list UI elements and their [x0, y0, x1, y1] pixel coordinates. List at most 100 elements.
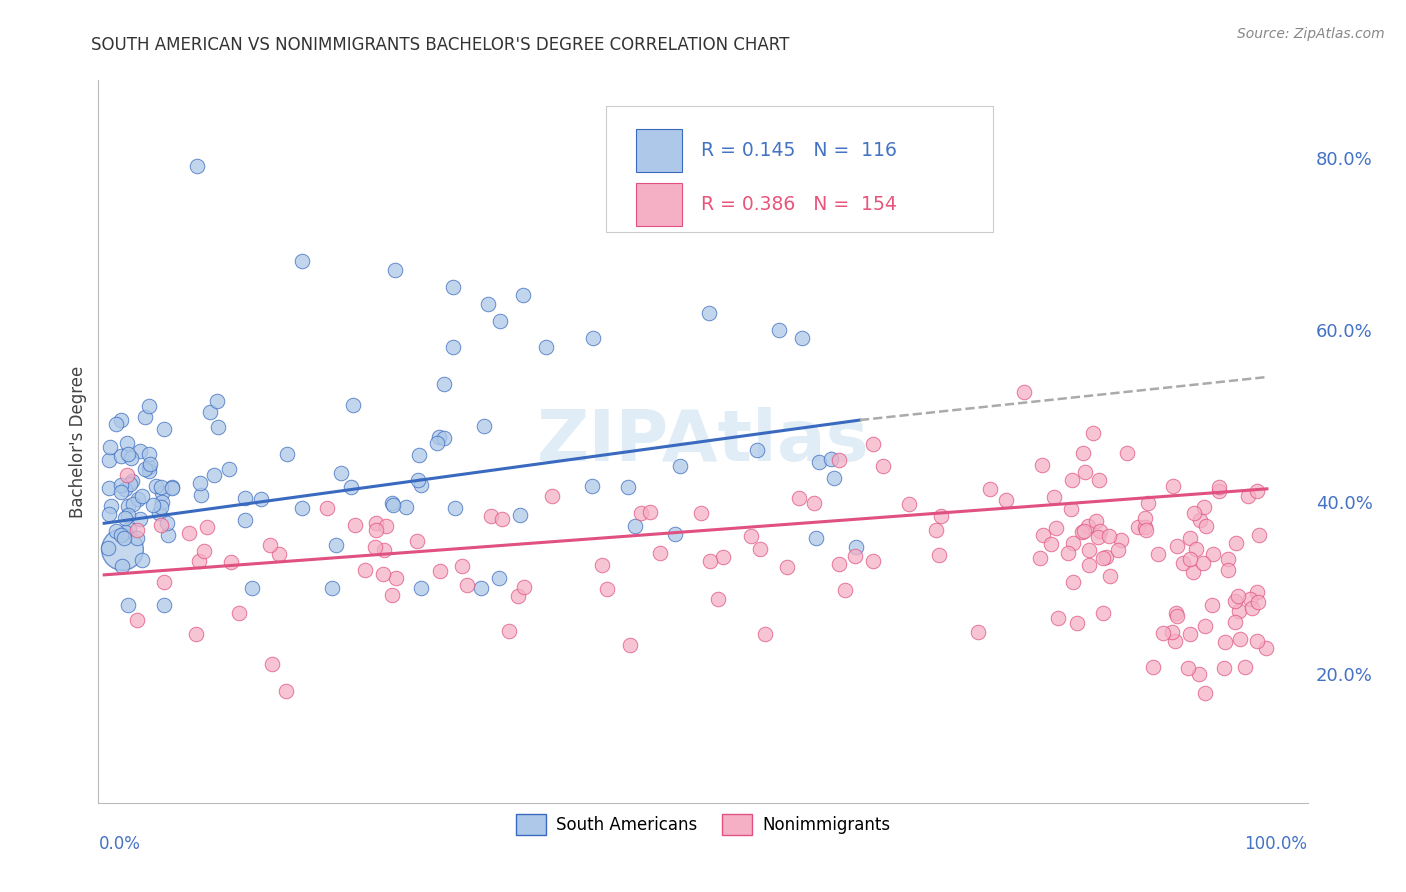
Point [100, 499, 122, 513]
Point [1042, 490, 1064, 504]
Point [1234, 660, 1257, 674]
Point [509, 508, 531, 522]
Point [1071, 524, 1094, 539]
Point [259, 538, 281, 552]
Point [150, 495, 173, 509]
Point [134, 410, 156, 425]
Point [1060, 502, 1083, 516]
Point [117, 508, 139, 522]
Point [156, 516, 179, 530]
Point [1107, 543, 1129, 558]
Point [267, 547, 290, 561]
Point [897, 497, 920, 511]
Point [925, 523, 948, 537]
Point [706, 591, 728, 606]
Point [1077, 558, 1099, 572]
Point [406, 534, 429, 549]
Point [118, 522, 141, 536]
Point [1161, 625, 1184, 640]
Point [1166, 539, 1188, 553]
Point [1178, 551, 1201, 566]
Point [1135, 523, 1157, 537]
Point [711, 549, 734, 564]
Point [111, 542, 134, 557]
Point [1173, 556, 1195, 570]
Point [291, 253, 314, 268]
Point [472, 418, 495, 433]
Point [787, 491, 810, 505]
Point [1164, 633, 1187, 648]
Point [1062, 473, 1084, 487]
Point [1071, 445, 1094, 459]
Point [828, 452, 851, 467]
Point [1181, 565, 1204, 579]
Point [1225, 615, 1247, 629]
Point [534, 340, 557, 354]
Point [219, 555, 242, 569]
Point [979, 482, 1001, 496]
Point [1239, 591, 1261, 606]
Point [1202, 547, 1225, 561]
Point [540, 489, 562, 503]
Point [697, 305, 720, 319]
Point [384, 571, 406, 585]
Point [149, 500, 172, 514]
Point [291, 501, 314, 516]
Point [1031, 458, 1053, 472]
Text: R = 0.386   N =  154: R = 0.386 N = 154 [700, 195, 897, 214]
Point [120, 451, 142, 466]
Point [342, 398, 364, 412]
Point [1081, 425, 1104, 440]
Point [127, 613, 149, 627]
Point [131, 552, 153, 566]
Point [928, 549, 950, 563]
Point [513, 580, 536, 594]
Point [198, 405, 221, 419]
Point [188, 476, 211, 491]
Point [1062, 575, 1084, 590]
Point [98, 508, 121, 522]
Point [450, 559, 472, 574]
Point [754, 626, 776, 640]
Point [1032, 528, 1054, 542]
Point [110, 477, 132, 491]
Point [862, 436, 884, 450]
Point [125, 523, 148, 537]
Bar [637, 183, 682, 227]
Point [477, 297, 499, 311]
Point [117, 499, 139, 513]
Point [427, 429, 450, 443]
Point [142, 499, 165, 513]
Point [967, 625, 990, 640]
Point [373, 566, 395, 581]
Point [1073, 524, 1095, 538]
Point [184, 627, 207, 641]
Point [1045, 521, 1067, 535]
Point [321, 581, 343, 595]
Point [190, 487, 212, 501]
Point [790, 331, 813, 345]
Point [1142, 660, 1164, 674]
Point [1177, 661, 1199, 675]
Point [1195, 519, 1218, 533]
Point [373, 542, 395, 557]
Point [488, 314, 510, 328]
Point [456, 578, 478, 592]
Point [834, 582, 856, 597]
Point [408, 473, 430, 487]
Text: R = 0.145   N =  116: R = 0.145 N = 116 [700, 141, 897, 160]
Point [218, 462, 240, 476]
Point [98, 481, 121, 495]
Point [364, 540, 387, 554]
Point [498, 624, 520, 638]
Point [844, 549, 866, 563]
Point [364, 516, 387, 531]
Point [205, 393, 228, 408]
Point [114, 511, 136, 525]
Point [807, 455, 830, 469]
Point [131, 489, 153, 503]
Point [1180, 627, 1202, 641]
Point [98, 453, 121, 467]
Point [1066, 615, 1088, 630]
Point [1164, 607, 1187, 621]
